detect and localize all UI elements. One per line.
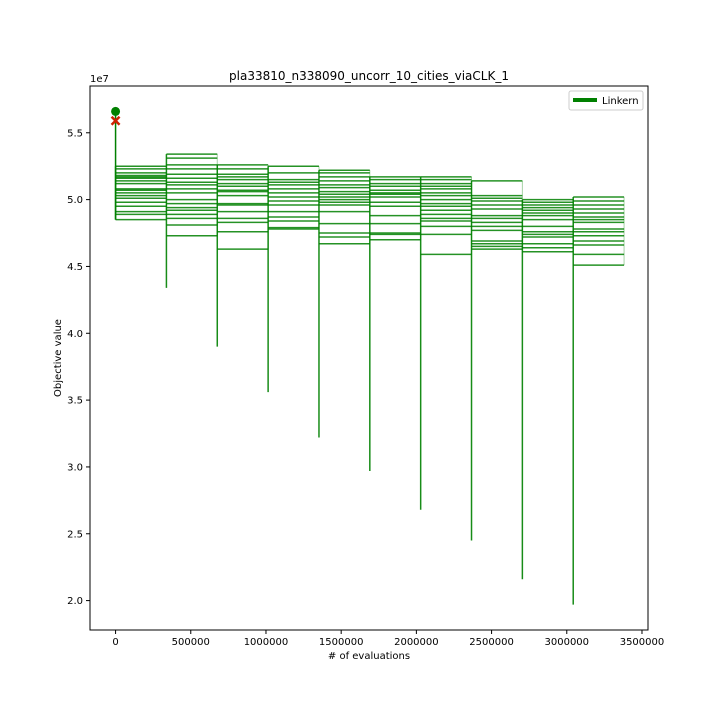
- x-axis-label: # of evaluations: [328, 651, 410, 662]
- y-tick-label: 2.5: [67, 529, 83, 540]
- x-axis: 0 500000 1000000 1500000 2000000 2500000 30000…: [112, 630, 664, 648]
- x-tick-label: 1000000: [244, 637, 289, 648]
- y-tick-label: 4.0: [67, 329, 83, 340]
- plot-marks: [110, 106, 625, 605]
- best-marker-stroke: [110, 115, 121, 126]
- legend-label-linkern: Linkern: [602, 96, 639, 107]
- legend: Linkern: [568, 90, 644, 111]
- y-tick-label: 5.5: [67, 128, 83, 139]
- y-axis: 2.0 2.5 3.0 3.5 4.0 4.5 5.0 5.5: [67, 128, 90, 607]
- x-tick-label: 3000000: [545, 637, 590, 648]
- plot-frame: [89, 85, 649, 631]
- y-offset-text: 1e7: [90, 74, 109, 85]
- y-tick-label: 3.5: [67, 396, 83, 407]
- x-tick-label: 0: [112, 637, 118, 648]
- x-tick-label: 2500000: [469, 637, 514, 648]
- y-tick-label: 4.5: [67, 262, 83, 273]
- y-axis-label: Objective value: [53, 319, 64, 397]
- legend-box: [568, 90, 644, 111]
- x-tick-label: 1500000: [319, 637, 364, 648]
- y-tick-label: 5.0: [67, 195, 83, 206]
- x-tick-label: 3500000: [620, 637, 665, 648]
- start-point-marker: [111, 106, 121, 116]
- x-tick-label: 500000: [172, 637, 210, 648]
- y-tick-label: 2.0: [67, 596, 83, 607]
- y-tick-label: 3.0: [67, 462, 83, 473]
- chart-title: pla33810_n338090_uncorr_10_cities_viaCLK…: [229, 69, 509, 83]
- x-tick-label: 2000000: [394, 637, 439, 648]
